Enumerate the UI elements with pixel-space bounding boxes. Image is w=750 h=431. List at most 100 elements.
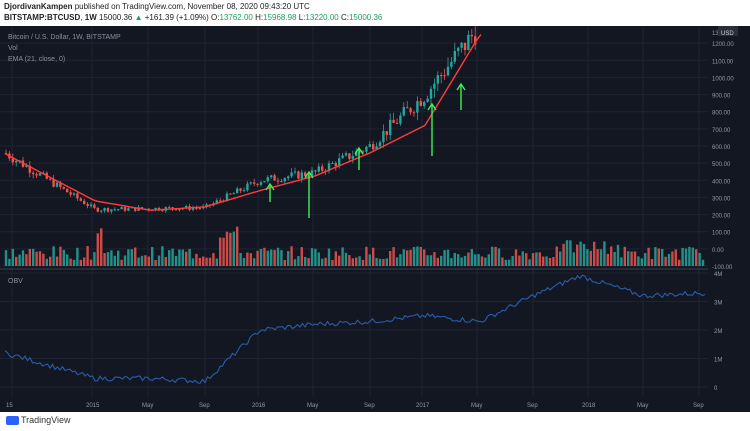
candle-body	[368, 144, 371, 147]
candle-body	[263, 181, 266, 183]
volume-bar	[171, 248, 174, 266]
volume-bar	[331, 259, 334, 266]
volume-bar	[368, 254, 371, 266]
candle-body	[205, 204, 208, 207]
volume-bar	[599, 249, 603, 266]
grid-lines	[0, 26, 708, 396]
volume-bar	[157, 255, 161, 266]
volume-bar	[266, 250, 269, 266]
volume-bar	[684, 248, 688, 266]
candle-body	[28, 165, 31, 173]
candle-body	[140, 207, 144, 209]
volume-bar	[389, 251, 392, 266]
volume-bar	[576, 244, 579, 266]
volume-bar	[640, 258, 643, 266]
volume-bar	[525, 253, 528, 266]
price-tick-label: 1000.00	[712, 76, 734, 82]
tradingview-logo[interactable]: TradingView	[6, 415, 71, 426]
publish-line: DjordivanKampen published on TradingView…	[4, 2, 310, 11]
open-value: 13762.00	[219, 13, 253, 22]
volume-bar	[586, 249, 589, 266]
volume-bar	[572, 252, 575, 266]
volume-bar	[188, 248, 191, 266]
price-tick-label: 200.00	[712, 214, 731, 220]
candle-body	[25, 165, 28, 167]
price-axis[interactable]: 1200.00 1100.00 1000.00 900.00 800.00 700.00 6…	[712, 31, 734, 271]
volume-bar	[59, 246, 62, 266]
volume-bar	[151, 247, 154, 266]
candle-body	[239, 188, 242, 191]
candle-body	[242, 190, 246, 192]
obv-axis[interactable]: 4M 3M 2M 1M 0	[714, 272, 722, 392]
volume-bar	[300, 247, 303, 266]
chart-panel[interactable]: 1200.00 1100.00 1000.00 900.00 800.00 700.00 6…	[0, 26, 750, 412]
volume-bar	[678, 259, 681, 266]
candle-body	[79, 198, 82, 201]
volume-bar	[681, 247, 684, 266]
volume-bar	[113, 255, 116, 266]
volume-bar	[222, 237, 225, 266]
volume-bar	[280, 250, 283, 266]
candle-body	[232, 193, 235, 195]
volume-bar	[185, 251, 188, 266]
candle-body	[470, 34, 473, 37]
volume-bar	[273, 249, 276, 266]
volume-bar	[470, 249, 473, 266]
volume-bar	[86, 246, 89, 266]
volume-bar	[66, 254, 69, 266]
volume-bar	[161, 246, 164, 266]
obv-line	[4, 274, 706, 384]
volume-bar	[480, 256, 484, 266]
volume-bar	[477, 254, 480, 266]
candle-body	[463, 42, 467, 50]
time-tick-label: May	[637, 403, 648, 409]
candle-body	[297, 171, 300, 179]
candle-body	[229, 193, 232, 195]
candle-body	[93, 204, 96, 208]
candle-body	[185, 206, 188, 209]
candle-body	[338, 158, 341, 167]
candle-body	[100, 210, 103, 212]
volume-bar	[117, 250, 120, 266]
candle-body	[270, 175, 273, 178]
obv-tick-label: 4M	[714, 272, 722, 278]
candle-body	[154, 207, 157, 211]
candle-body	[344, 153, 348, 156]
candlesticks[interactable]	[4, 26, 477, 214]
candle-body	[259, 182, 263, 185]
close-value: 15000.36	[348, 13, 383, 22]
price-tick-label: -100.00	[712, 265, 733, 271]
chart-canvas[interactable]: 1200.00 1100.00 1000.00 900.00 800.00 700.00 6…	[0, 26, 750, 412]
candle-body	[106, 208, 110, 212]
volume-bar	[297, 256, 300, 266]
author-name[interactable]: DjordivanKampen	[4, 2, 73, 11]
price-tick-label: 400.00	[712, 179, 731, 185]
candle-body	[429, 88, 433, 99]
candle-body	[453, 50, 456, 62]
volume-bar	[514, 249, 518, 266]
time-tick-label: Sep	[693, 403, 704, 409]
volume-bar	[225, 231, 229, 266]
volume-bar	[365, 246, 368, 266]
candle-body	[110, 209, 113, 212]
arrow-head	[265, 182, 275, 191]
candle-body	[348, 153, 351, 159]
volume-bar	[698, 252, 701, 266]
candle-body	[392, 119, 395, 123]
volume-bar	[460, 257, 463, 266]
candle-body	[406, 107, 409, 109]
quote-line: BITSTAMP:BTCUSD, 1W 15000.36 ▲ +161.39 (…	[4, 13, 383, 22]
candle-body	[460, 42, 463, 48]
candle-body	[120, 207, 123, 210]
candle-body	[127, 208, 130, 211]
volume-bar	[436, 257, 439, 266]
volume-bar	[344, 252, 348, 266]
candle-body	[409, 108, 412, 113]
candle-body	[246, 183, 249, 191]
time-axis[interactable]: 15 2015 May Sep 2016 May Sep 2017 May Sep 2018 May S…	[6, 403, 704, 409]
candle-body	[310, 170, 314, 177]
candle-body	[35, 174, 38, 176]
volume-bar	[361, 259, 365, 266]
volume-bar	[38, 251, 42, 266]
candle-body	[198, 208, 201, 210]
